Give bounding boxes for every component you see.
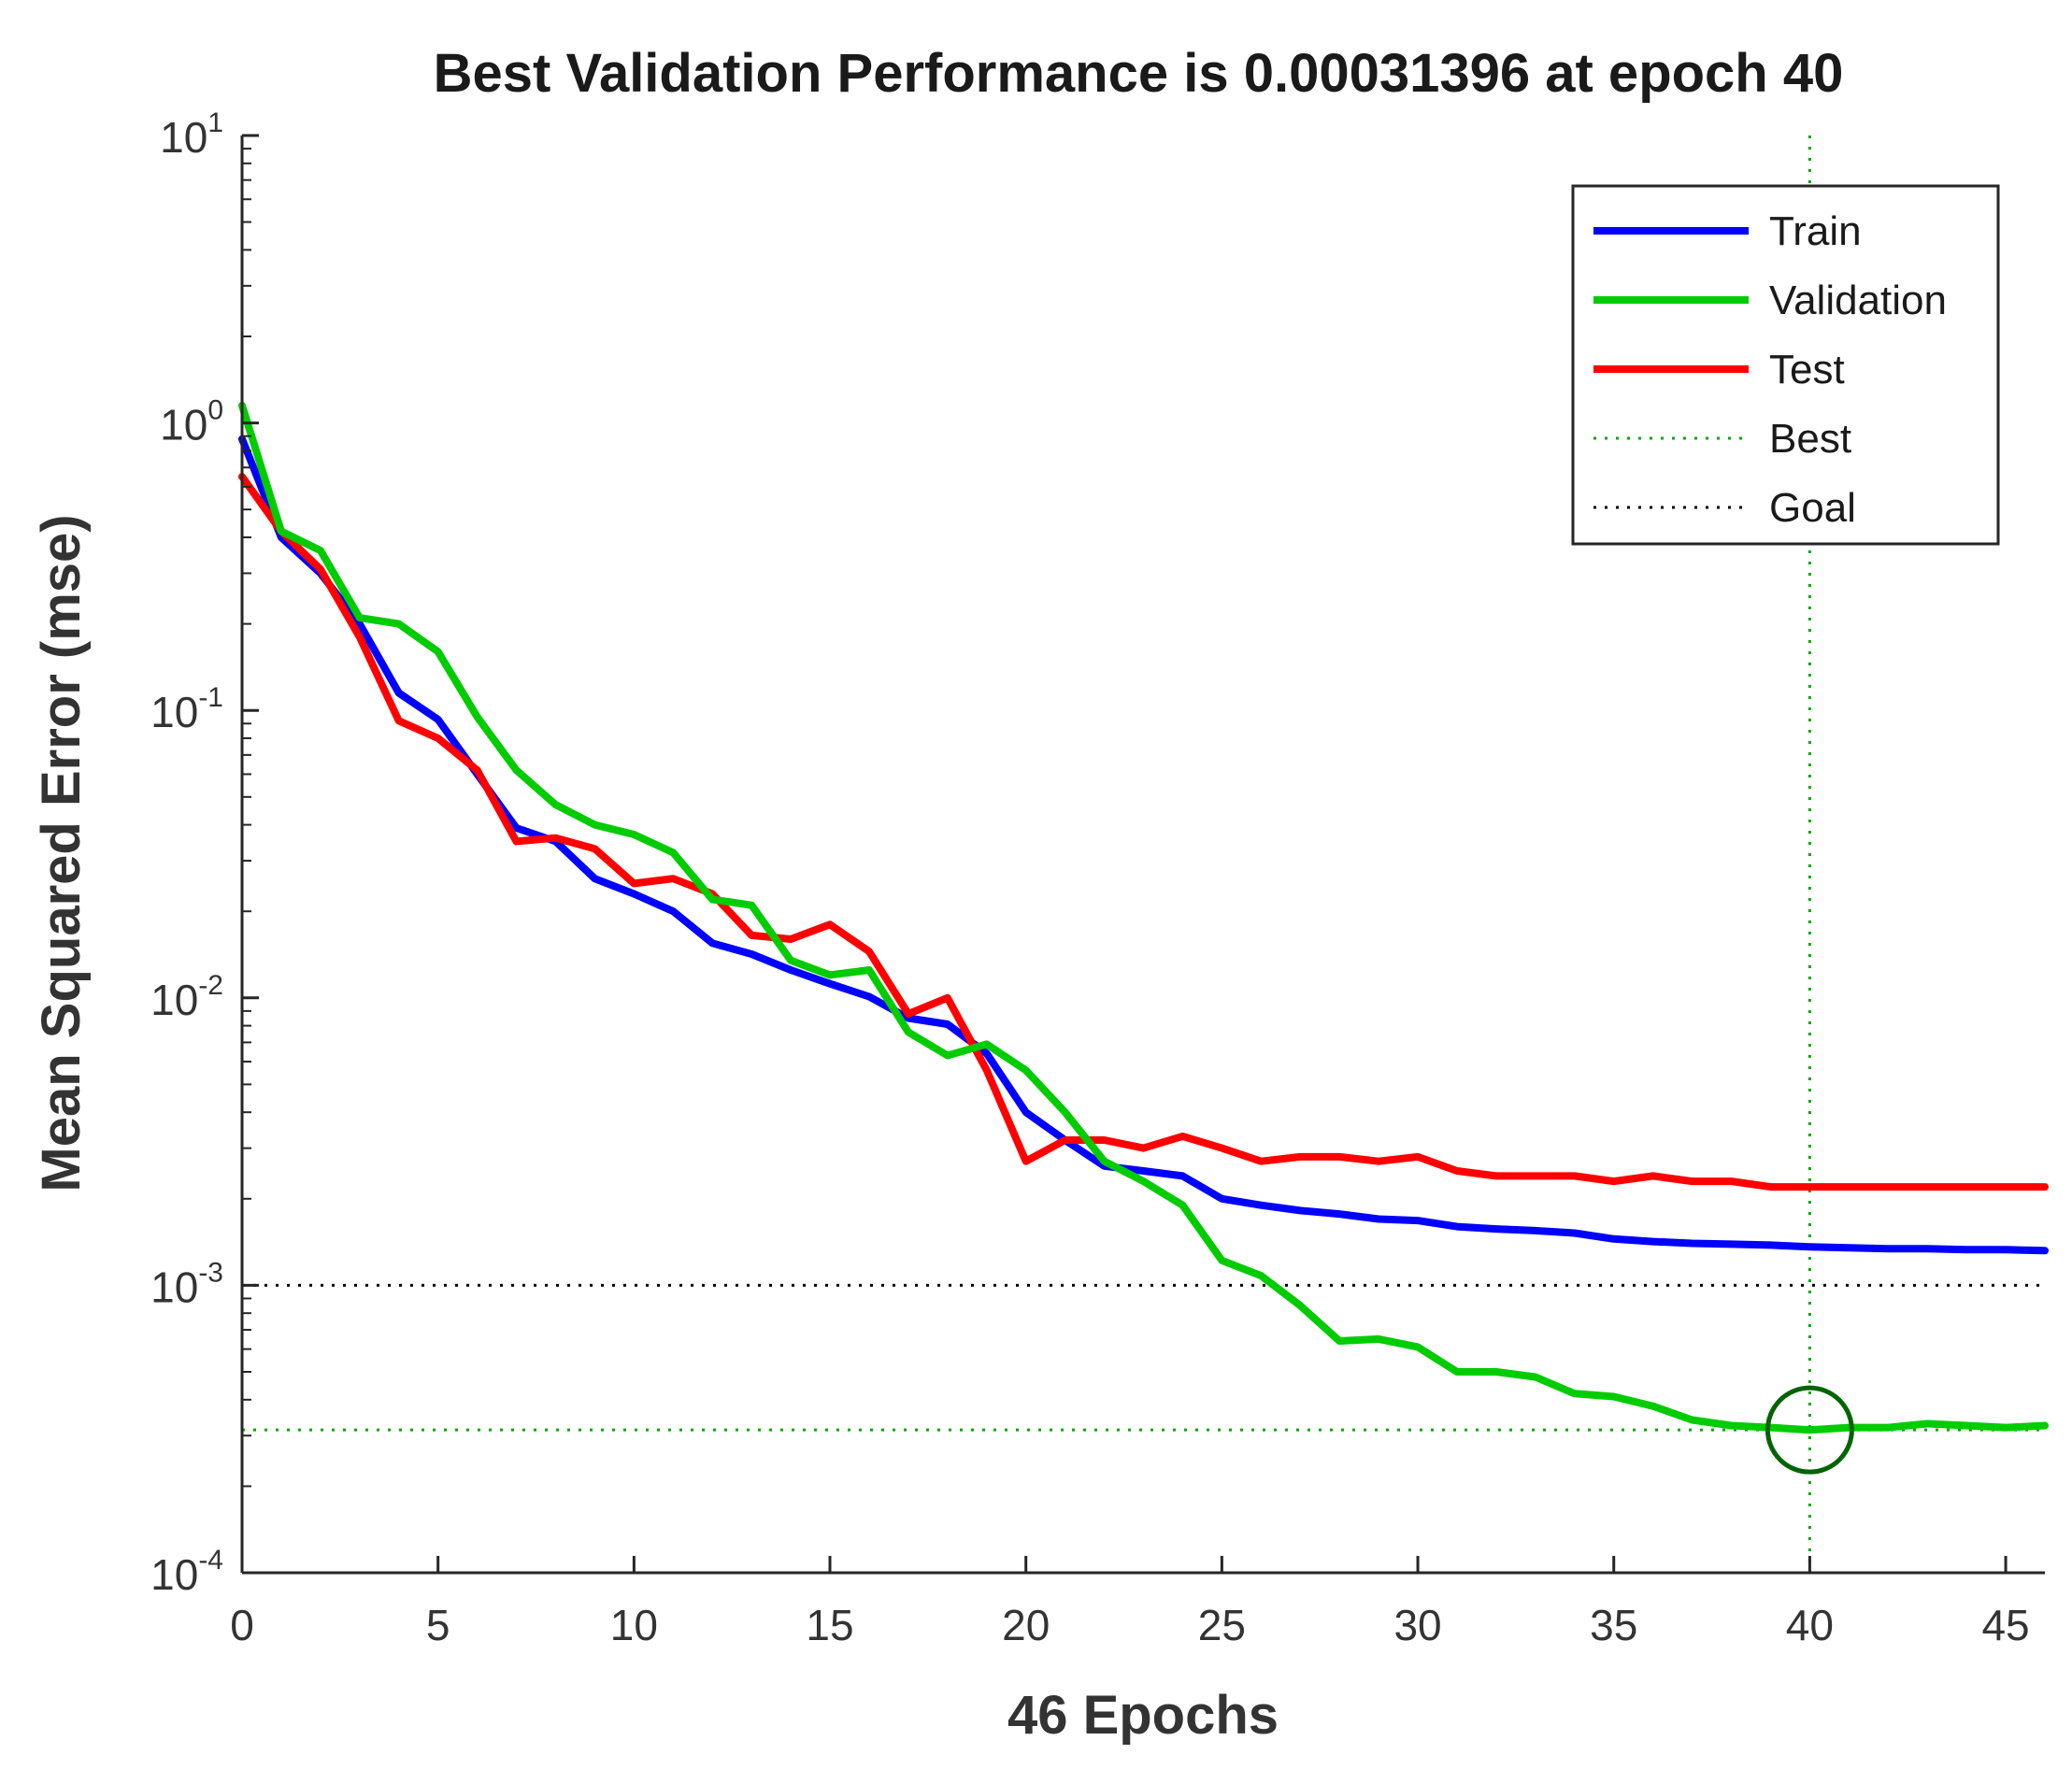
y-tick-label: 10-4 bbox=[150, 1545, 223, 1599]
x-axis-label: 46 Epochs bbox=[1007, 1685, 1279, 1746]
x-tick-label: 40 bbox=[1786, 1601, 1834, 1649]
y-tick-label-exponent: -2 bbox=[198, 970, 223, 1001]
x-tick-label: 15 bbox=[806, 1601, 853, 1649]
x-tick-label: 35 bbox=[1590, 1601, 1637, 1649]
x-tick-label: 0 bbox=[230, 1601, 254, 1649]
x-tick-label: 10 bbox=[610, 1601, 658, 1649]
x-tick-label: 45 bbox=[1981, 1601, 2029, 1649]
y-tick-label-base: 10 bbox=[150, 1550, 198, 1599]
y-tick-label-base: 10 bbox=[150, 976, 198, 1024]
y-tick-label: 100 bbox=[160, 395, 223, 449]
series-line-test bbox=[238, 473, 2049, 1191]
y-tick-label-exponent: -3 bbox=[198, 1257, 223, 1288]
y-tick-label-base: 10 bbox=[160, 113, 207, 162]
legend: Train Validation Test Best Goal bbox=[1571, 184, 2000, 546]
y-tick-label-exponent: 1 bbox=[207, 107, 223, 138]
legend-label-test: Test bbox=[1769, 347, 1845, 392]
x-tick-label: 25 bbox=[1198, 1601, 1246, 1649]
series-line-train bbox=[238, 435, 2049, 1255]
legend-label-train: Train bbox=[1769, 208, 1862, 254]
series-line-validation bbox=[238, 401, 2049, 1434]
y-tick-label: 10-1 bbox=[150, 682, 223, 736]
y-tick-label-base: 10 bbox=[150, 1263, 198, 1311]
x-tick-label: 5 bbox=[426, 1601, 450, 1649]
legend-box bbox=[1571, 184, 2000, 546]
y-tick-label-base: 10 bbox=[150, 688, 198, 736]
legend-label-best: Best bbox=[1769, 416, 1851, 462]
y-tick-label-exponent: -1 bbox=[198, 682, 223, 713]
y-tick-label: 101 bbox=[160, 107, 223, 162]
y-tick-label-exponent: 0 bbox=[207, 395, 223, 426]
y-tick-label: 10-3 bbox=[150, 1257, 223, 1311]
x-tick-label: 20 bbox=[1002, 1601, 1050, 1649]
legend-label-goal: Goal bbox=[1769, 485, 1856, 531]
y-tick-label-exponent: -4 bbox=[198, 1545, 223, 1576]
y-tick-label: 10-2 bbox=[150, 970, 223, 1024]
y-axis-label: Mean Squared Error (mse) bbox=[31, 514, 92, 1191]
legend-label-validation: Validation bbox=[1769, 278, 1947, 323]
best-point-marker bbox=[1765, 1385, 1854, 1475]
x-tick-label: 30 bbox=[1393, 1601, 1441, 1649]
chart-title: Best Validation Performance is 0.0003139… bbox=[434, 43, 1844, 104]
y-tick-label-base: 10 bbox=[160, 401, 207, 449]
